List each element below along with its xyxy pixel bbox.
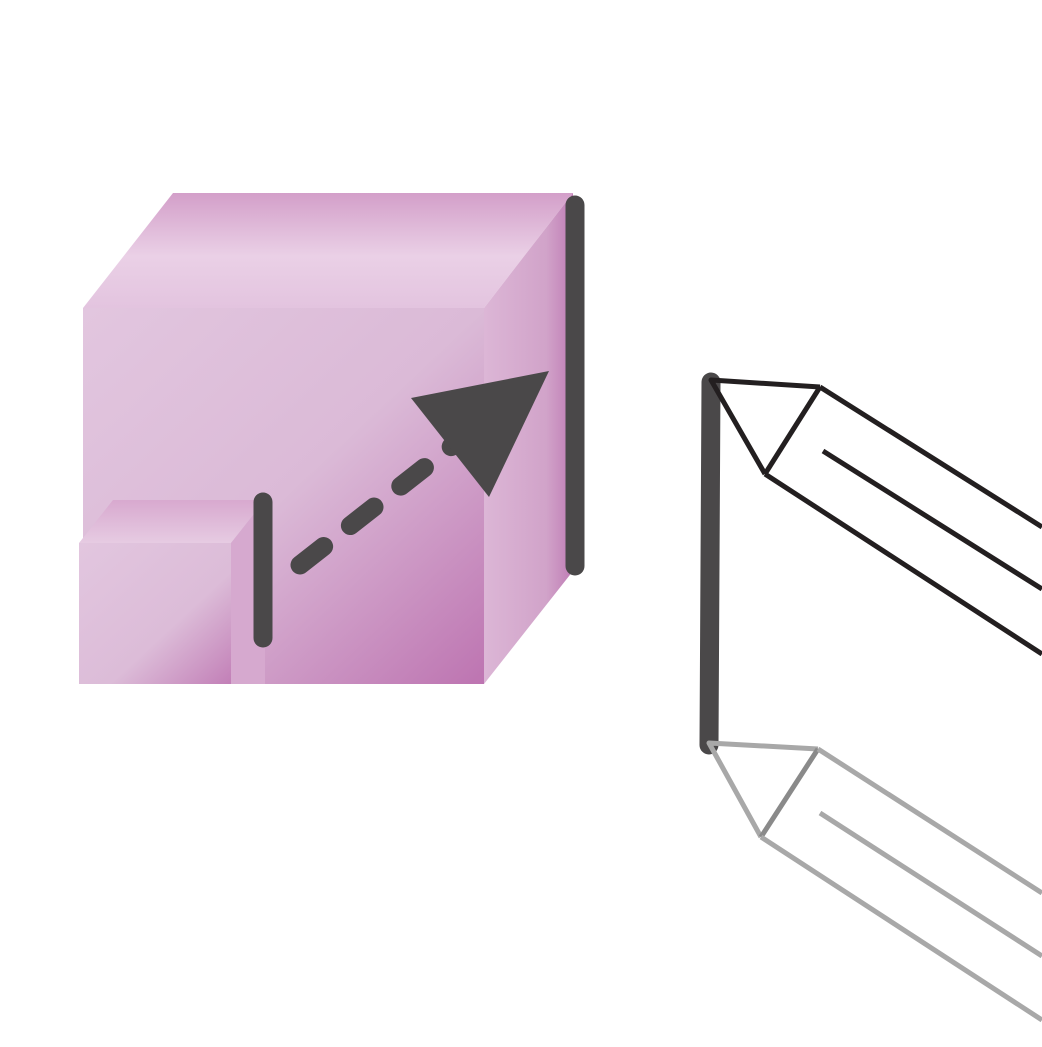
ghost-pencil-tip <box>706 740 819 839</box>
pencil-body-stripe <box>821 448 1042 592</box>
ghost-pencil-body-stripe <box>818 810 1042 959</box>
small-cube-top-face <box>79 500 265 543</box>
arrow-icon <box>290 371 549 575</box>
arrow-shaft <box>290 436 462 575</box>
arrow-head <box>411 371 549 497</box>
small-cube-front-face <box>79 543 231 684</box>
pencil-tip <box>708 377 821 476</box>
pencil-body-bottom <box>763 471 1042 657</box>
cube-side-face <box>484 193 573 684</box>
ghost-pencil-body-bottom <box>759 834 1042 1023</box>
cube-top-face <box>83 193 573 308</box>
pencil-collar <box>762 385 823 476</box>
small-cube-icon <box>79 500 265 684</box>
scale-markers <box>253 195 585 648</box>
ghost-pencil-body-top <box>816 746 1042 896</box>
ghost-pencil-collar <box>758 747 821 839</box>
pencil-body-top <box>818 384 1042 530</box>
pencil-ghost-icon <box>706 740 1042 1023</box>
pencil-icon <box>699 372 1042 755</box>
pencil-ruler-line <box>699 372 721 755</box>
